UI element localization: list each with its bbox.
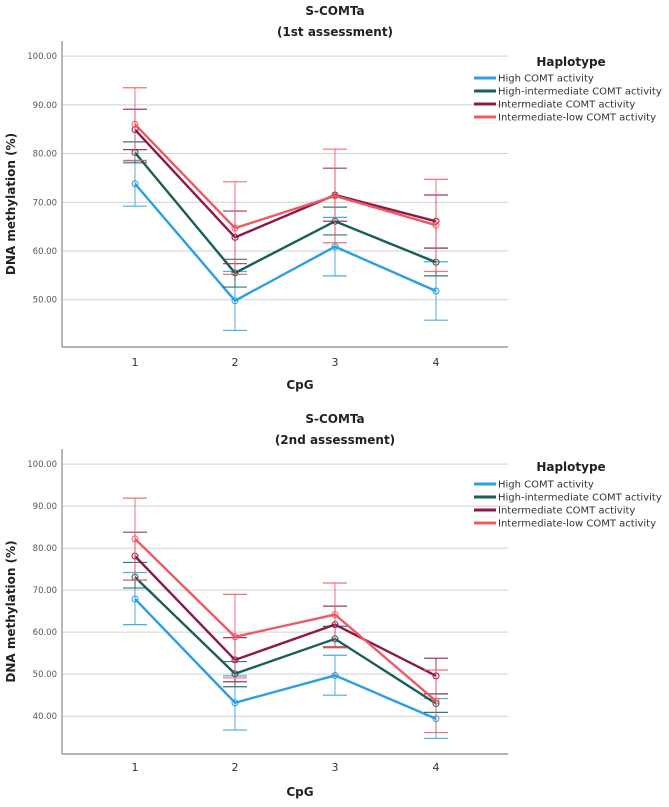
data-point <box>131 535 139 543</box>
data-point <box>432 221 440 229</box>
legend-title: Haplotype <box>536 55 605 69</box>
data-point <box>331 243 339 251</box>
y-tick-label: 80.00 <box>33 544 57 554</box>
y-tick-label: 50.00 <box>33 296 57 306</box>
data-point <box>131 120 139 128</box>
x-tick-label: 4 <box>433 356 440 369</box>
legend-item-label: High COMT activity <box>498 74 594 85</box>
series-line <box>134 182 437 303</box>
series-line <box>134 538 437 702</box>
legend: Haplotype High COMT activity High-intermed… <box>474 55 662 124</box>
series-line <box>134 128 437 239</box>
legend-item-label: Intermediate-low COMT activity <box>498 113 656 124</box>
chart-title: S-COMTa <box>305 412 364 426</box>
legend-item-label: High-intermediate COMT activity <box>498 87 662 98</box>
y-tick-label: 60.00 <box>33 247 57 257</box>
y-tick-label: 50.00 <box>33 670 57 680</box>
data-point <box>231 224 239 232</box>
legend-item-label: Intermediate COMT activity <box>498 100 635 111</box>
legend-item-label: High COMT activity <box>498 480 594 491</box>
x-axis-label: CpG <box>286 785 313 799</box>
chart-subtitle: (2nd assessment) <box>275 433 395 447</box>
y-tick-label: 80.00 <box>33 150 57 160</box>
data-point <box>231 699 239 707</box>
y-tick-label: 100.00 <box>27 52 57 62</box>
chart-subtitle: (1st assessment) <box>277 25 393 39</box>
series-4 <box>123 87 448 275</box>
x-tick-label: 2 <box>232 356 239 369</box>
chart-title: S-COMTa <box>305 4 364 18</box>
y-tick-label: 70.00 <box>33 198 57 208</box>
data-point <box>131 180 139 188</box>
legend: Haplotype High COMT activity High-intermed… <box>474 460 662 530</box>
y-tick-label: 90.00 <box>33 502 57 512</box>
x-tick-label: 3 <box>332 356 339 369</box>
x-tick-label: 1 <box>132 761 139 774</box>
data-point <box>331 192 339 200</box>
legend-item-label: Intermediate-low COMT activity <box>498 519 656 530</box>
data-point <box>331 611 339 619</box>
y-tick-label: 40.00 <box>33 712 57 722</box>
x-axis-label: CpG <box>286 378 313 392</box>
legend-item-label: High-intermediate COMT activity <box>498 493 662 504</box>
y-tick-label: 60.00 <box>33 628 57 638</box>
data-point <box>432 697 440 705</box>
series-3 <box>123 108 448 265</box>
data-point <box>432 287 440 295</box>
x-tick-label: 1 <box>132 356 139 369</box>
y-tick-label: 100.00 <box>27 460 57 470</box>
data-point <box>231 633 239 641</box>
series-line <box>134 576 437 705</box>
data-point <box>231 297 239 305</box>
y-tick-label: 70.00 <box>33 586 57 596</box>
chart-panel-1: S-COMTa (1st assessment) 100.00 90.00 80.00 7… <box>4 4 662 392</box>
x-tick-label: 3 <box>332 761 339 774</box>
legend-item-label: Intermediate COMT activity <box>498 506 635 517</box>
data-point <box>331 671 339 679</box>
data-point <box>131 595 139 603</box>
x-tick-label: 2 <box>232 761 239 774</box>
series-4 <box>123 497 448 734</box>
chart-panel-2: S-COMTa (2nd assessment) 100.00 90.00 80.00 7… <box>4 412 662 799</box>
x-tick-label: 4 <box>433 761 440 774</box>
series-line <box>134 598 437 720</box>
y-tick-label: 90.00 <box>33 101 57 111</box>
y-axis-label: DNA methylation (%) <box>4 540 18 682</box>
y-axis-label: DNA methylation (%) <box>4 133 18 275</box>
series-line <box>134 555 437 677</box>
legend-title: Haplotype <box>536 460 605 474</box>
series-line <box>134 123 437 230</box>
series-line <box>134 151 437 275</box>
